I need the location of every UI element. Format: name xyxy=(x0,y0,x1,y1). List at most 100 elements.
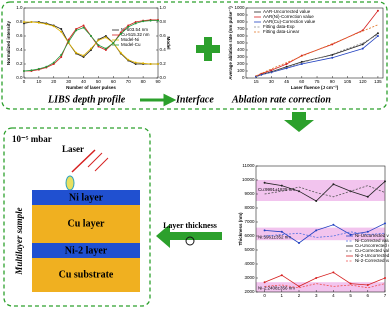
plus-sign xyxy=(196,37,220,61)
y-tick-label: 0 xyxy=(242,75,245,80)
y-tick-label: 9000 xyxy=(244,191,255,196)
x-tick-label: 50 xyxy=(96,79,102,84)
x-tick-label: 6 xyxy=(367,293,370,298)
point xyxy=(83,27,85,29)
point xyxy=(301,63,303,65)
y-tick-label: 7000 xyxy=(244,219,255,224)
point xyxy=(281,185,283,187)
point xyxy=(127,59,129,61)
x-tick-label: 3 xyxy=(315,293,318,298)
point xyxy=(23,70,25,72)
legend-label: Fitting data-Linear xyxy=(263,29,300,34)
point xyxy=(264,182,266,184)
point xyxy=(120,52,122,54)
point xyxy=(127,26,129,28)
point xyxy=(384,180,386,182)
point xyxy=(105,36,107,38)
interface-label: Interface xyxy=(175,94,214,105)
y-axis-label: Normalized intensity xyxy=(6,21,11,66)
y-tick-label: 300 xyxy=(237,54,245,59)
point xyxy=(331,57,333,59)
layer-label: Cu substrate xyxy=(59,269,114,280)
y2-tick-label: 0.6 xyxy=(160,33,167,38)
point xyxy=(315,200,317,202)
x-tick-label: 4 xyxy=(332,293,335,298)
y-tick-label: 5000 xyxy=(244,247,255,252)
plasma xyxy=(66,176,74,190)
x-tick-label: 20 xyxy=(51,79,57,84)
x-tick-label: 7 xyxy=(384,293,387,298)
point xyxy=(315,229,317,231)
point xyxy=(83,25,85,27)
point xyxy=(75,52,77,54)
x-tick-label: 1 xyxy=(281,293,284,298)
x-tick-label: 45 xyxy=(284,79,290,84)
point xyxy=(90,48,92,50)
point xyxy=(367,196,369,198)
point xyxy=(142,62,144,64)
y-axis-label: Thickness (nm) xyxy=(238,212,243,246)
point xyxy=(60,31,62,33)
y-tick-label: 600 xyxy=(237,33,245,38)
point xyxy=(142,20,144,22)
arrow-label: Layer thickness xyxy=(163,221,217,230)
pressure: 10⁻⁵ mbar xyxy=(12,134,52,144)
y2-tick-label: 0.4 xyxy=(160,47,167,52)
laser-label: Laser xyxy=(62,144,84,154)
point xyxy=(315,277,317,279)
y-tick-label: 700 xyxy=(237,26,245,31)
x-tick-label: 40 xyxy=(81,79,87,84)
y2-tick-label: 0.8 xyxy=(160,19,167,24)
point xyxy=(135,22,137,24)
point xyxy=(60,56,62,58)
x-tick-label: 60 xyxy=(111,79,117,84)
y2-tick-label: 0.0 xyxy=(160,75,167,80)
point xyxy=(362,43,364,45)
point xyxy=(97,44,99,46)
point xyxy=(298,242,300,244)
point xyxy=(332,183,334,185)
point xyxy=(377,10,379,12)
x-tick-label: 0 xyxy=(263,293,266,298)
down-arrow xyxy=(284,112,314,132)
y-tick-label: 6000 xyxy=(244,233,255,238)
x-tick-label: 70 xyxy=(126,79,132,84)
point xyxy=(350,234,352,236)
x-tick-label: 105 xyxy=(344,79,352,84)
point xyxy=(45,23,47,25)
point xyxy=(53,25,55,27)
point xyxy=(90,35,92,37)
x-tick-label: 0 xyxy=(23,79,26,84)
y-axis-label: Average ablation rate (nm pulse⁻¹) xyxy=(228,6,233,80)
point xyxy=(75,29,77,31)
point xyxy=(384,277,386,279)
y2-tick-label: 1.0 xyxy=(160,5,167,10)
point xyxy=(332,271,334,273)
point xyxy=(120,33,122,35)
point xyxy=(298,190,300,192)
point xyxy=(377,35,379,37)
x-tick-label: 60 xyxy=(299,79,305,84)
point xyxy=(157,20,159,22)
x-tick-label: 5 xyxy=(349,293,352,298)
point xyxy=(30,21,32,23)
point xyxy=(105,48,107,50)
point xyxy=(45,66,47,68)
x-tick-label: 135 xyxy=(374,79,382,84)
y-tick-label: 800 xyxy=(237,19,245,24)
point xyxy=(298,285,300,287)
series-line xyxy=(256,33,378,76)
x-tick-label: 30 xyxy=(269,79,275,84)
x-tick-label: 10 xyxy=(36,79,42,84)
point xyxy=(264,229,266,231)
y-tick-label: 2000 xyxy=(244,289,255,294)
point xyxy=(23,21,25,23)
layer-label: Ni-2 layer xyxy=(65,245,108,256)
y-tick-label: 3000 xyxy=(244,275,255,280)
y-tick-label: 0.4 xyxy=(16,47,23,52)
point xyxy=(150,63,152,65)
layer-label: Cu layer xyxy=(68,218,106,229)
point xyxy=(377,32,379,34)
point xyxy=(60,28,62,30)
y-tick-label: 0.6 xyxy=(16,33,23,38)
